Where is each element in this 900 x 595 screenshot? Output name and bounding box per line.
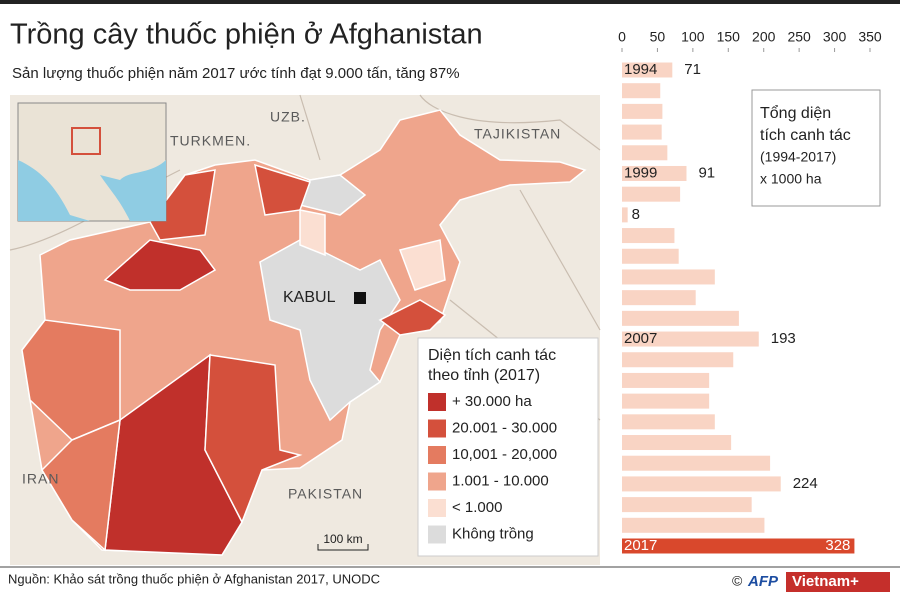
x-tick-label: 250 — [787, 29, 811, 45]
y-tick-label: 2007 — [624, 330, 657, 347]
y-tick-label: 1999 — [624, 164, 657, 181]
credit: Vietnam+ — [792, 573, 859, 590]
bar — [622, 269, 715, 285]
legend: Diện tích canh tác theo tỉnh (2017) + 30.0… — [428, 347, 557, 544]
value-label: 8 — [632, 206, 640, 223]
bar — [622, 310, 739, 326]
credit: © — [732, 573, 743, 589]
legend-swatch — [428, 472, 446, 491]
credit-bg — [786, 572, 890, 592]
region — [204, 354, 303, 524]
bar — [622, 476, 781, 492]
map-label: IRAN — [22, 471, 59, 487]
bar — [622, 83, 661, 99]
legend-swatch — [428, 419, 446, 438]
x-tick-label: 200 — [752, 29, 776, 45]
bar — [622, 290, 696, 306]
annotation: Tổng diện — [760, 104, 831, 122]
value-label: 328 — [825, 537, 850, 554]
legend-box — [417, 337, 599, 557]
legend-title: theo tỉnh (2017) — [428, 367, 540, 384]
credit: AFP — [747, 573, 779, 590]
map-label: UZB. — [270, 109, 306, 125]
region — [399, 239, 446, 291]
value-label: 193 — [771, 330, 796, 347]
annotation: x 1000 ha — [760, 171, 822, 187]
bar — [622, 103, 663, 119]
bar — [622, 228, 675, 244]
bar — [622, 62, 673, 78]
bar — [622, 186, 681, 202]
region — [299, 209, 326, 257]
legend-swatch — [428, 393, 446, 411]
legend-label: + 30.000 ha — [452, 393, 532, 410]
x-tick-label: 100 — [681, 29, 705, 45]
source: Nguồn: Khảo sát trồng thuốc phiện ở Afgh… — [8, 571, 380, 586]
legend-title: Diện tích canh tác — [428, 347, 556, 364]
x-tick-label: 50 — [650, 29, 666, 45]
x-tick-label: 0 — [618, 29, 626, 45]
bar — [622, 517, 765, 533]
legend-swatch — [428, 446, 446, 464]
bar — [622, 207, 628, 223]
region — [378, 299, 447, 336]
bar — [622, 352, 734, 368]
region — [103, 239, 217, 291]
bar — [622, 372, 710, 388]
map: UZB. TURKMEN. TAJIKISTAN KABUL IRAN PAKI… — [9, 94, 601, 565]
region — [149, 169, 216, 241]
inset-water — [18, 160, 166, 221]
map-label: TAJIKISTAN — [474, 126, 561, 142]
scale-label: 100 km — [323, 532, 362, 546]
map-label: KABUL — [283, 289, 336, 306]
legend-label: < 1.000 — [452, 499, 502, 516]
bar — [622, 455, 771, 471]
bar — [622, 248, 679, 264]
legend-label: 10,001 - 20,000 — [452, 446, 557, 463]
bar — [622, 393, 710, 409]
value-label: 224 — [793, 475, 818, 492]
x-tick-label: 350 — [858, 29, 882, 45]
x-tick-label: 150 — [717, 29, 741, 45]
title: Trồng cây thuốc phiện ở Afghanistan — [10, 19, 483, 51]
bar — [622, 165, 687, 181]
subtitle: Sản lượng thuốc phiện năm 2017 ước tính … — [12, 65, 460, 82]
region-none — [259, 239, 401, 422]
top-bar — [0, 0, 900, 4]
x-tick-label: 300 — [823, 29, 847, 45]
annotation-box — [751, 89, 881, 207]
bar — [622, 497, 752, 513]
bar-chart: Tổng diện tích canh tác (1994-2017) x 1000 … — [618, 29, 882, 554]
scale-bar — [317, 544, 369, 551]
legend-swatch — [428, 525, 446, 544]
map-label: PAKISTAN — [288, 486, 363, 502]
kabul-marker — [354, 292, 366, 304]
inset-frame — [71, 127, 101, 155]
legend-label: 1.001 - 10.000 — [452, 472, 549, 489]
region — [41, 418, 121, 552]
value-label: 91 — [698, 164, 715, 181]
legend-label: 20.001 - 30.000 — [452, 419, 557, 436]
bar — [622, 435, 732, 451]
bar — [622, 331, 759, 347]
annotation: (1994-2017) — [760, 149, 836, 165]
annotation: tích canh tác — [760, 127, 851, 144]
y-tick-label: 1994 — [624, 61, 657, 78]
map-label: TURKMEN. — [170, 133, 251, 149]
legend-label: Không trồng — [452, 525, 534, 542]
bar — [622, 145, 668, 161]
y-tick-label: 2017 — [624, 537, 657, 554]
value-label: 71 — [684, 61, 701, 78]
bar — [622, 124, 662, 140]
bar — [622, 414, 715, 430]
bar — [622, 538, 855, 554]
legend-swatch — [428, 499, 446, 517]
